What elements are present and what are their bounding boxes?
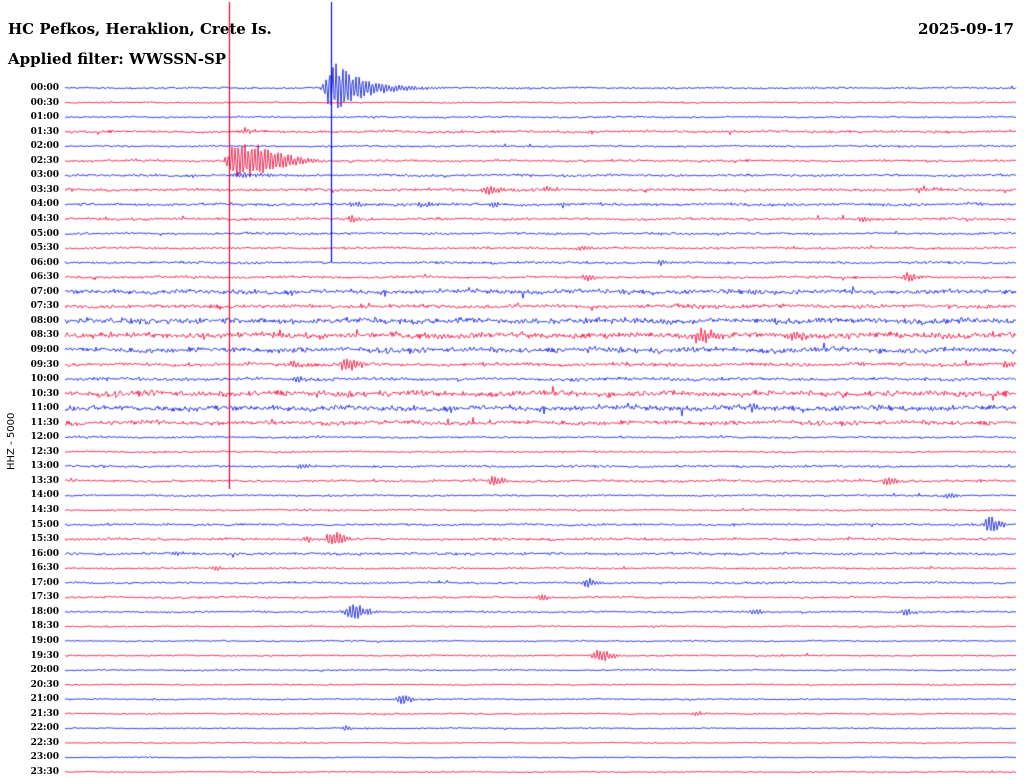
time-label-07:30: 07:30 — [30, 301, 59, 312]
time-label-19:30: 19:30 — [30, 650, 59, 661]
time-label-03:30: 03:30 — [30, 184, 59, 195]
time-label-02:00: 02:00 — [30, 141, 59, 152]
time-label-12:00: 12:00 — [30, 432, 59, 443]
time-label-23:30: 23:30 — [30, 767, 59, 777]
time-label-18:30: 18:30 — [30, 621, 59, 632]
time-labels: 00:00 00:30 01:00 01:30 02:00 02:30 03:00 03:30… — [0, 0, 62, 780]
time-label-17:00: 17:00 — [30, 577, 59, 588]
time-label-06:30: 06:30 — [30, 272, 59, 283]
time-label-04:30: 04:30 — [30, 213, 59, 224]
time-label-01:30: 01:30 — [30, 126, 59, 137]
filter-label: Applied filter: WWSSN-SP — [8, 50, 227, 68]
time-label-19:00: 19:00 — [30, 636, 59, 647]
time-label-16:00: 16:00 — [30, 548, 59, 559]
time-label-04:00: 04:00 — [30, 199, 59, 210]
time-label-13:30: 13:30 — [30, 475, 59, 486]
time-label-05:30: 05:30 — [30, 243, 59, 254]
time-label-01:00: 01:00 — [30, 112, 59, 123]
time-label-02:30: 02:30 — [30, 155, 59, 166]
time-label-18:00: 18:00 — [30, 606, 59, 617]
time-label-11:00: 11:00 — [30, 403, 59, 414]
station-title: HC Pefkos, Heraklion, Crete Is. — [8, 20, 272, 38]
time-label-16:30: 16:30 — [30, 563, 59, 574]
time-label-09:00: 09:00 — [30, 344, 59, 355]
time-label-21:00: 21:00 — [30, 694, 59, 705]
time-label-14:30: 14:30 — [30, 505, 59, 516]
time-label-10:30: 10:30 — [30, 388, 59, 399]
time-label-14:00: 14:00 — [30, 490, 59, 501]
time-label-13:00: 13:00 — [30, 461, 59, 472]
time-label-12:30: 12:30 — [30, 446, 59, 457]
time-label-11:30: 11:30 — [30, 417, 59, 428]
time-label-17:30: 17:30 — [30, 592, 59, 603]
time-label-07:00: 07:00 — [30, 286, 59, 297]
time-label-00:00: 00:00 — [30, 83, 59, 93]
record-date: 2025-09-17 — [918, 20, 1014, 38]
time-label-23:00: 23:00 — [30, 752, 59, 763]
time-label-06:00: 06:00 — [30, 257, 59, 268]
time-label-21:30: 21:30 — [30, 708, 59, 719]
time-label-20:00: 20:00 — [30, 665, 59, 676]
time-label-15:00: 15:00 — [30, 519, 59, 530]
time-label-08:00: 08:00 — [30, 315, 59, 326]
time-label-22:30: 22:30 — [30, 737, 59, 748]
time-label-22:00: 22:00 — [30, 723, 59, 734]
time-label-09:30: 09:30 — [30, 359, 59, 370]
time-label-20:30: 20:30 — [30, 679, 59, 690]
time-label-05:00: 05:00 — [30, 228, 59, 239]
time-label-08:30: 08:30 — [30, 330, 59, 341]
time-label-15:30: 15:30 — [30, 534, 59, 545]
time-label-03:00: 03:00 — [30, 170, 59, 181]
time-label-00:30: 00:30 — [30, 97, 59, 108]
time-label-10:00: 10:00 — [30, 374, 59, 385]
